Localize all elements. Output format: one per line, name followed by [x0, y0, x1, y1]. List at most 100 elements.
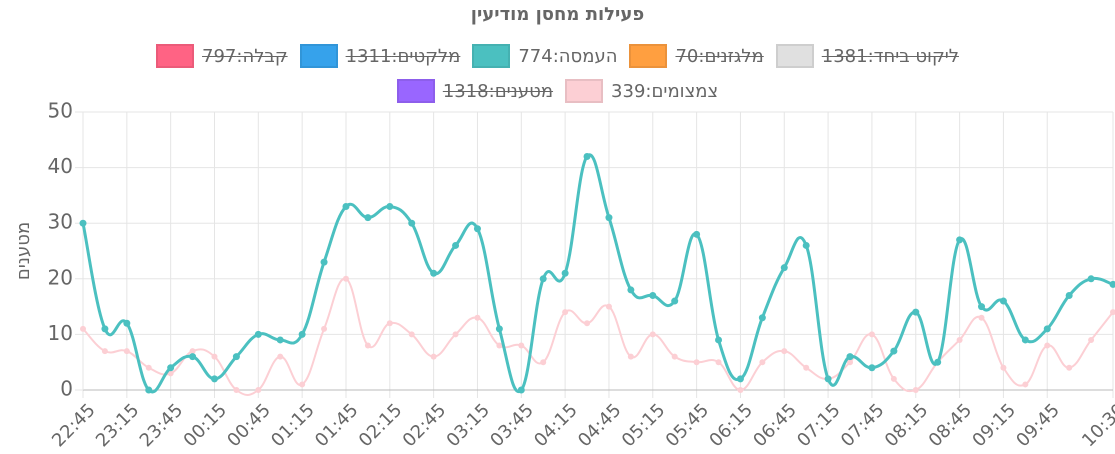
y-tick-label: 30 [48, 210, 73, 234]
legend: מטענים:1318 צמצומים:339 [0, 79, 1115, 103]
legend-swatch [775, 44, 814, 68]
y-axis-label: מטענים [13, 222, 34, 280]
chart-title: פעילות מחסן מודיעין [470, 4, 645, 25]
data-point [232, 353, 240, 361]
data-point [605, 303, 612, 310]
data-point [1065, 291, 1073, 299]
data-point [583, 152, 591, 160]
legend-item[interactable]: מטענים:1318 [396, 79, 554, 103]
data-point [1109, 280, 1115, 288]
data-point [1087, 275, 1095, 283]
x-tick-label: 00:45 [223, 400, 275, 452]
data-point [386, 203, 394, 211]
data-point [233, 387, 240, 393]
data-point [473, 225, 481, 233]
legend-item[interactable]: מלגזנים:70 [629, 44, 764, 68]
x-tick-label: 23:45 [136, 400, 188, 452]
x-tick-label: 04:15 [530, 400, 582, 452]
data-point [254, 330, 262, 338]
legend-label: צמצומים:339 [611, 80, 719, 102]
data-point [649, 291, 657, 299]
data-point [627, 353, 634, 360]
data-point [386, 320, 393, 327]
legend-item[interactable]: צמצומים:339 [565, 79, 718, 103]
data-point [1044, 342, 1051, 349]
data-point [956, 336, 963, 343]
data-point [1088, 336, 1095, 343]
data-point [364, 214, 372, 222]
data-point [276, 336, 284, 344]
x-tick-label: 23:15 [92, 400, 144, 452]
legend-label: מלגזנים:70 [675, 45, 764, 67]
data-point [956, 236, 964, 244]
x-tick-label: 10:30 [1078, 400, 1115, 452]
data-point [496, 342, 503, 349]
y-tick-label: 0 [60, 377, 73, 401]
data-point [364, 342, 371, 349]
data-point [1000, 364, 1007, 371]
x-tick-label: 05:15 [618, 400, 670, 452]
x-tick-label: 00:15 [180, 400, 232, 452]
data-point [561, 269, 569, 277]
data-point [978, 303, 986, 311]
x-tick-label: 09:15 [968, 400, 1020, 452]
x-tick-label: 02:45 [399, 400, 451, 452]
data-point [693, 359, 700, 366]
legend-label: מטענים:1318 [442, 80, 554, 102]
data-point [824, 375, 832, 383]
data-point [123, 348, 130, 355]
legend-item[interactable]: מלקטים:1311 [299, 44, 461, 68]
legend-item[interactable]: קבלה:797 [156, 44, 288, 68]
x-tick-label: 07:45 [837, 400, 889, 452]
data-point [736, 375, 744, 383]
data-point [758, 314, 766, 322]
data-point [518, 342, 525, 349]
data-point [517, 386, 525, 394]
data-point [999, 297, 1007, 305]
data-point [671, 353, 678, 360]
data-point [101, 348, 108, 355]
data-point [211, 353, 218, 360]
data-point [123, 319, 131, 327]
legend-item[interactable]: העמסה:774 [472, 44, 617, 68]
data-point [627, 286, 635, 294]
y-tick-label: 40 [48, 154, 73, 178]
data-point [868, 364, 876, 372]
data-point [101, 325, 109, 333]
x-tick-label: 08:15 [881, 400, 933, 452]
data-point [1021, 336, 1029, 344]
data-point [715, 359, 722, 366]
y-tick-label: 50 [48, 99, 73, 123]
data-point [277, 353, 284, 360]
data-point [540, 359, 547, 366]
data-point [912, 387, 919, 393]
legend-swatch [299, 44, 338, 68]
x-tick-label: 09:45 [1012, 400, 1064, 452]
data-point [298, 330, 306, 338]
data-point [145, 386, 153, 394]
data-point [145, 364, 152, 371]
y-tick-label: 20 [48, 265, 73, 289]
data-point [408, 219, 416, 227]
data-point [430, 269, 438, 277]
data-point [167, 364, 175, 372]
data-point [452, 241, 460, 249]
x-tick-label: 03:15 [443, 400, 495, 452]
data-point [342, 275, 349, 282]
data-point [320, 258, 328, 266]
data-point [1110, 309, 1115, 316]
data-point [299, 381, 306, 388]
data-point [780, 264, 788, 272]
data-point [167, 370, 174, 377]
legend: קבלה:797 מלקטים:1311 העמסה:774 מלגזנים:70 לי… [0, 44, 1115, 68]
data-point [649, 331, 656, 338]
data-point [912, 308, 920, 316]
legend-label: מלקטים:1311 [345, 45, 461, 67]
legend-item[interactable]: ליקוט ביחד:1381 [775, 44, 959, 68]
data-point [189, 353, 197, 361]
data-point [321, 325, 328, 332]
legend-label: ליקוט ביחד:1381 [821, 45, 959, 67]
data-point [802, 241, 810, 249]
data-point [430, 353, 437, 360]
